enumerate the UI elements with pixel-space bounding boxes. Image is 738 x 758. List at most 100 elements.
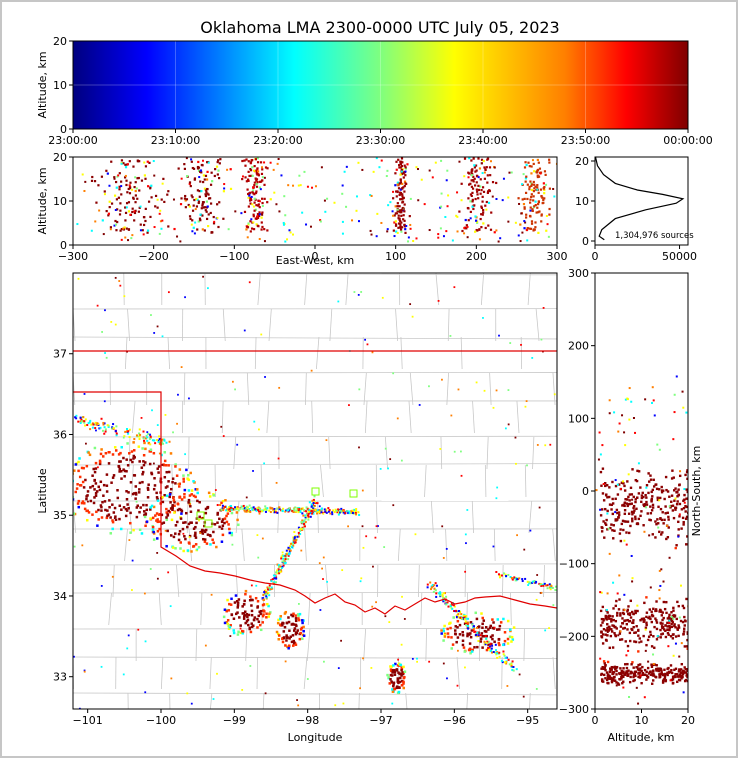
map-source-point	[299, 631, 302, 635]
north-south-source-point	[601, 605, 605, 609]
map-source-point	[229, 624, 232, 627]
north-south-source-point	[646, 676, 649, 679]
north-south-source-point	[655, 619, 658, 622]
north-south-source-point	[673, 675, 677, 679]
map-source-point	[134, 493, 138, 496]
north-south-source-point	[649, 630, 652, 634]
north-south-source-point	[608, 399, 611, 402]
north-south-source-point	[600, 678, 604, 681]
north-south-source-point	[637, 634, 640, 637]
east-west-source-point	[113, 177, 116, 180]
north-south-source-point	[672, 438, 675, 441]
plan-view-panel: Latitude Longitude −101 −100 −99 −98 −97 −96−…	[36, 272, 558, 744]
north-south-source-point	[621, 622, 624, 625]
y-tick-label: 20	[575, 155, 589, 168]
east-west-source-point	[475, 174, 479, 177]
map-source-point	[144, 437, 147, 440]
east-west-source-point	[507, 220, 510, 223]
east-west-source-point	[396, 181, 399, 184]
east-west-source-point	[537, 191, 540, 194]
map-source-point	[167, 464, 170, 467]
north-south-source-point	[641, 671, 645, 675]
north-south-source-point	[623, 489, 627, 492]
map-source-point	[442, 597, 445, 600]
north-south-source-point	[677, 535, 680, 538]
map-source-point	[146, 436, 149, 439]
map-source-point	[221, 524, 225, 528]
map-source-point	[128, 539, 131, 541]
map-source-point	[281, 560, 284, 563]
map-source-point	[371, 605, 374, 608]
east-west-source-point	[156, 206, 159, 209]
east-west-source-point	[252, 215, 255, 218]
north-south-source-point	[684, 678, 688, 682]
map-source-point	[281, 637, 284, 640]
map-source-point	[281, 640, 285, 644]
north-south-source-point	[648, 608, 652, 611]
east-west-source-point	[386, 228, 389, 231]
map-source-point	[396, 664, 400, 667]
north-south-source-point	[621, 617, 624, 620]
east-west-source-point	[437, 233, 440, 236]
map-source-point	[117, 464, 120, 468]
map-source-point	[69, 474, 72, 477]
map-source-point	[308, 510, 311, 513]
east-west-source-point	[473, 177, 476, 180]
map-source-point	[307, 518, 310, 521]
map-source-point	[284, 509, 287, 512]
east-west-source-point	[256, 216, 260, 220]
map-source-point	[103, 400, 106, 403]
east-west-source-point	[209, 183, 213, 186]
map-source-point	[251, 508, 254, 511]
north-south-source-point	[661, 679, 665, 682]
map-source-point	[76, 502, 80, 505]
map-source-point	[255, 509, 258, 512]
north-south-source-point	[606, 496, 609, 499]
map-source-point	[522, 695, 525, 698]
map-source-point	[304, 516, 307, 519]
north-south-source-point	[683, 501, 686, 504]
map-source-point	[97, 423, 100, 426]
map-source-point	[319, 609, 322, 611]
north-south-source-point	[634, 670, 638, 673]
map-source-point	[102, 423, 105, 426]
map-source-point	[204, 511, 208, 515]
north-south-source-point	[631, 628, 634, 632]
east-west-source-point	[473, 166, 477, 169]
north-south-source-point	[639, 486, 642, 489]
map-source-point	[497, 637, 501, 641]
x-tick-label: −97	[369, 714, 392, 727]
east-west-source-point	[483, 177, 487, 180]
east-west-source-point	[486, 157, 490, 160]
east-west-source-point	[396, 205, 399, 208]
map-source-point	[477, 634, 480, 637]
map-source-point	[153, 477, 156, 480]
map-source-point	[481, 622, 484, 626]
east-west-source-point	[263, 240, 266, 243]
map-source-point	[503, 639, 507, 643]
north-south-source-point	[606, 660, 610, 664]
map-source-point	[469, 635, 473, 639]
east-west-source-point	[261, 168, 264, 171]
east-west-source-point	[401, 200, 405, 203]
map-source-point	[114, 276, 117, 279]
north-south-source-point	[650, 663, 653, 666]
map-source-point	[276, 563, 279, 566]
east-west-source-point	[392, 214, 395, 217]
map-source-point	[199, 532, 202, 535]
north-south-source-point	[655, 483, 658, 486]
map-source-point	[144, 461, 147, 464]
east-west-source-point	[415, 237, 418, 240]
map-source-point	[362, 657, 364, 660]
map-source-point	[142, 463, 146, 467]
east-west-source-point	[529, 215, 532, 218]
map-source-point	[162, 521, 166, 524]
north-south-source-point	[636, 496, 639, 499]
map-source-point	[138, 528, 142, 531]
map-source-point	[493, 640, 496, 644]
east-west-source-point	[532, 162, 535, 166]
east-west-source-point	[125, 183, 128, 187]
map-source-point	[144, 691, 147, 694]
east-west-source-point	[533, 205, 536, 208]
north-south-source-point	[604, 617, 608, 620]
